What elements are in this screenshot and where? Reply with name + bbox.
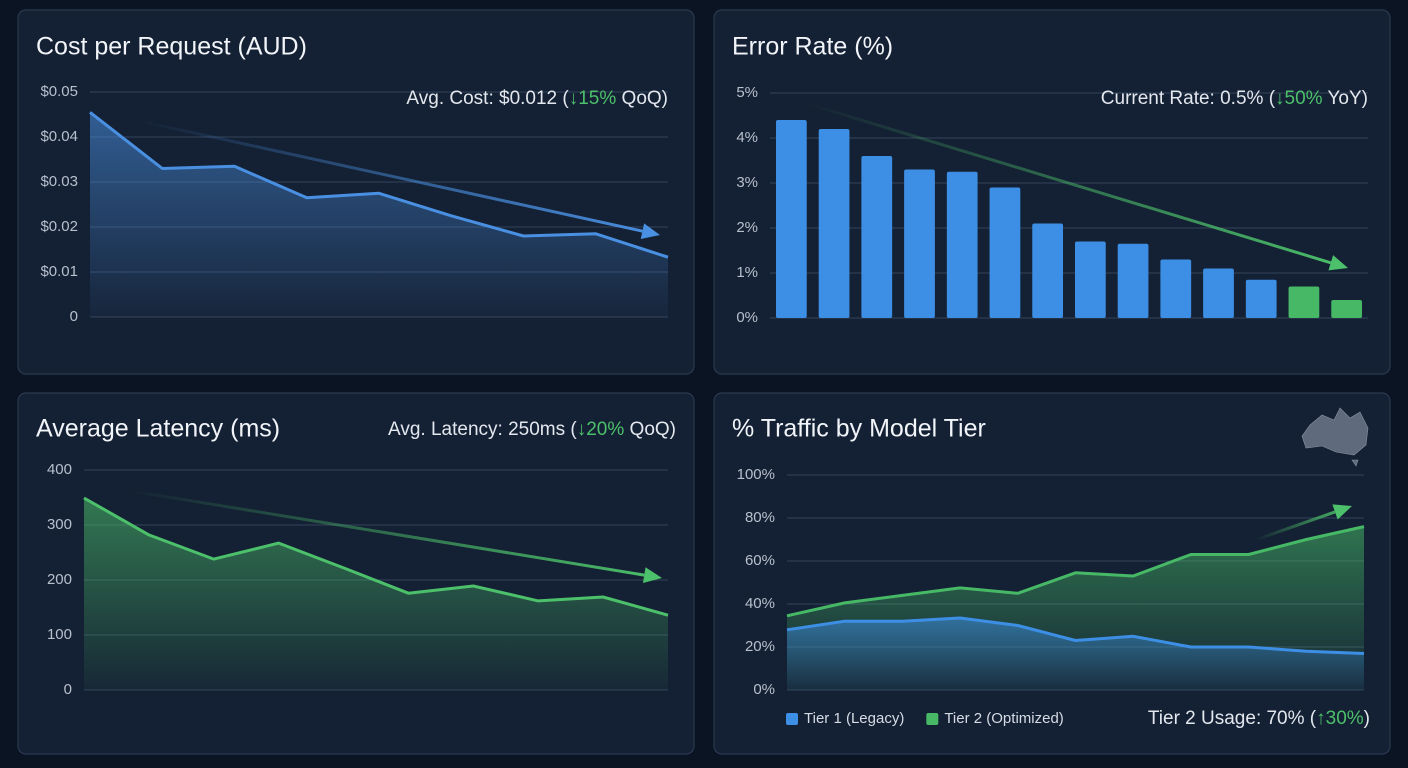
annotation: Tier 2 Usage: 70% (↑30%) xyxy=(1148,708,1370,729)
y-tick-label: 100% xyxy=(737,466,775,483)
y-tick-label: $0.05 xyxy=(40,83,78,100)
panel xyxy=(713,9,1391,375)
annotation: Avg. Latency: 250ms (↓20% QoQ) xyxy=(388,419,676,440)
y-tick-label: 300 xyxy=(47,516,72,533)
annotation-change: ↓15% xyxy=(569,88,617,109)
annotation-text: Avg. Cost: $0.012 ( xyxy=(406,88,569,109)
bar xyxy=(775,120,807,318)
y-tick-label: 2% xyxy=(736,219,758,236)
legend-label: Tier 2 (Optimized) xyxy=(944,710,1063,727)
bar xyxy=(1331,300,1363,318)
y-tick-label: 0% xyxy=(753,681,775,698)
area-fill xyxy=(84,498,668,690)
trend-line xyxy=(134,118,643,233)
y-tick-label: 400 xyxy=(47,461,72,478)
line xyxy=(83,496,669,617)
y-tick-label: 40% xyxy=(745,595,775,612)
bar xyxy=(818,129,850,318)
y-tick-label: 0 xyxy=(70,308,78,325)
bar xyxy=(1288,286,1320,318)
chart-title: Error Rate (%) xyxy=(732,33,893,61)
area-fill xyxy=(90,112,668,317)
y-tick-label: 0% xyxy=(736,309,758,326)
trend-arrowhead xyxy=(1332,504,1352,520)
chart-title: Average Latency (ms) xyxy=(36,415,280,443)
bar xyxy=(989,187,1021,318)
australia-icon xyxy=(1301,407,1369,467)
y-tick-label: 80% xyxy=(745,509,775,526)
annotation-change: ↓20% xyxy=(577,419,625,440)
y-tick-label: 60% xyxy=(745,552,775,569)
trend-arrowhead xyxy=(640,223,660,239)
line xyxy=(786,616,1365,655)
y-tick-label: $0.01 xyxy=(40,263,78,280)
bar xyxy=(1074,241,1106,318)
trend-line xyxy=(1254,510,1336,542)
annotation-suffix: QoQ) xyxy=(624,419,676,440)
annotation-suffix: YoY) xyxy=(1323,88,1368,109)
chart-title: % Traffic by Model Tier xyxy=(732,415,986,443)
y-tick-label: 4% xyxy=(736,129,758,146)
trend-line xyxy=(124,488,645,577)
bar xyxy=(1203,268,1234,318)
chart-title: Cost per Request (AUD) xyxy=(36,33,307,61)
y-tick-label: 200 xyxy=(47,571,72,588)
annotation: Current Rate: 0.5% (↓50% YoY) xyxy=(1101,88,1368,109)
legend-swatch xyxy=(786,713,798,725)
y-tick-label: 20% xyxy=(745,638,775,655)
y-tick-label: 1% xyxy=(736,264,758,281)
trend-arrowhead xyxy=(1328,255,1348,271)
annotation-suffix: ) xyxy=(1364,708,1370,729)
annotation-change: ↓50% xyxy=(1275,88,1323,109)
y-tick-label: 100 xyxy=(47,626,72,643)
annotation-text: Avg. Latency: 250ms ( xyxy=(388,419,577,440)
bar xyxy=(946,171,978,318)
bar xyxy=(904,169,935,318)
area-fill xyxy=(787,618,1364,690)
line xyxy=(89,111,669,259)
bar xyxy=(861,156,893,318)
legend-label: Tier 1 (Legacy) xyxy=(804,710,904,727)
trend-arrowhead xyxy=(642,567,662,583)
annotation-text: Current Rate: 0.5% ( xyxy=(1101,88,1276,109)
y-tick-label: $0.02 xyxy=(40,218,78,235)
annotation-change: ↑30% xyxy=(1316,708,1364,729)
y-tick-label: 3% xyxy=(736,174,758,191)
bar xyxy=(1117,243,1149,318)
legend-swatch xyxy=(926,713,939,725)
line xyxy=(786,525,1365,618)
panels: Cost per Request (AUD) 0 $0.01 $0.02 $0.03 $0… xyxy=(17,9,1391,755)
y-tick-label: $0.03 xyxy=(40,173,78,190)
annotation-suffix: QoQ) xyxy=(616,88,668,109)
bar xyxy=(1032,223,1064,318)
trend-line xyxy=(804,101,1332,265)
y-tick-label: $0.04 xyxy=(40,128,78,145)
annotation: Avg. Cost: $0.012 (↓15% QoQ) xyxy=(406,88,668,109)
y-tick-label: 0 xyxy=(64,681,72,698)
bar xyxy=(1160,259,1192,318)
annotation-text: Tier 2 Usage: 70% ( xyxy=(1148,708,1317,729)
y-tick-label: 5% xyxy=(736,84,758,101)
bar xyxy=(1245,279,1277,318)
